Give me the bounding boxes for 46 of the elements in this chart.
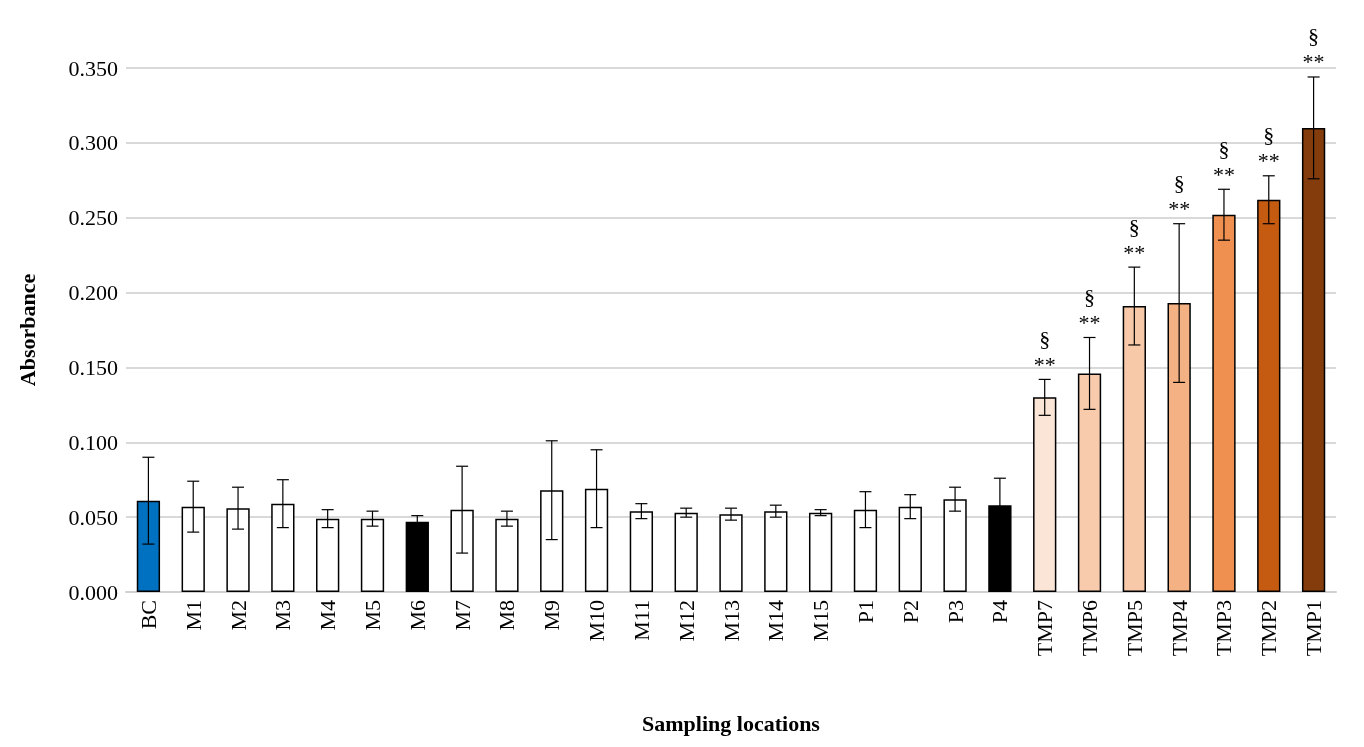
x-tick-label: M4 (315, 600, 341, 631)
y-tick-label: 0.150 (68, 354, 118, 380)
y-tick-label: 0.350 (68, 55, 118, 81)
x-tick-label: TMP2 (1256, 600, 1282, 657)
annotation: § ** (1257, 122, 1280, 174)
annotation: § ** (1302, 23, 1325, 75)
x-tick-label: M9 (539, 600, 565, 631)
x-tick-label: M3 (270, 600, 296, 631)
y-tick-label: 0.050 (68, 504, 118, 530)
x-tick-label: M10 (584, 600, 610, 642)
x-tick-label: M14 (763, 600, 789, 642)
x-tick-label: M1 (180, 600, 206, 631)
x-tick-label: M6 (404, 600, 430, 631)
x-tick-label: M5 (359, 600, 385, 631)
annotation: § ** (1168, 170, 1191, 222)
x-tick-label: M2 (225, 600, 251, 631)
x-tick-label: M15 (808, 600, 834, 642)
y-tick-label: 0.000 (68, 579, 118, 605)
annotation: § ** (1212, 135, 1235, 187)
x-tick-label: P3 (942, 600, 968, 624)
x-tick-label: TMP1 (1301, 600, 1327, 657)
y-tick-label: 0.200 (68, 280, 118, 306)
x-tick-label: M7 (449, 600, 475, 631)
annotation: § ** (1078, 283, 1101, 335)
y-tick-label: 0.300 (68, 130, 118, 156)
bar (808, 512, 833, 592)
x-axis-title: Sampling locations (642, 710, 821, 736)
x-tick-label: M13 (718, 600, 744, 642)
x-tick-label: TMP4 (1166, 600, 1192, 657)
x-tick-label: P4 (987, 600, 1013, 624)
x-tick-label: TMP7 (1032, 600, 1058, 657)
x-tick-label: TMP3 (1211, 600, 1237, 657)
x-tick-label: M11 (628, 600, 654, 641)
x-tick-label: TMP6 (1077, 600, 1103, 657)
y-tick-label: 0.250 (68, 205, 118, 231)
y-axis-title: Absorbance (14, 273, 40, 387)
x-tick-label: P2 (897, 600, 923, 624)
annotation: § ** (1123, 213, 1146, 265)
annotation: § ** (1033, 325, 1056, 377)
bar (674, 512, 698, 592)
x-tick-label: P1 (852, 600, 878, 624)
y-tick-label: 0.100 (68, 429, 118, 455)
x-tick-label: M12 (673, 600, 699, 642)
x-tick-label: BC (135, 600, 161, 630)
x-tick-label: M8 (494, 600, 520, 631)
x-tick-label: TMP5 (1121, 600, 1147, 657)
